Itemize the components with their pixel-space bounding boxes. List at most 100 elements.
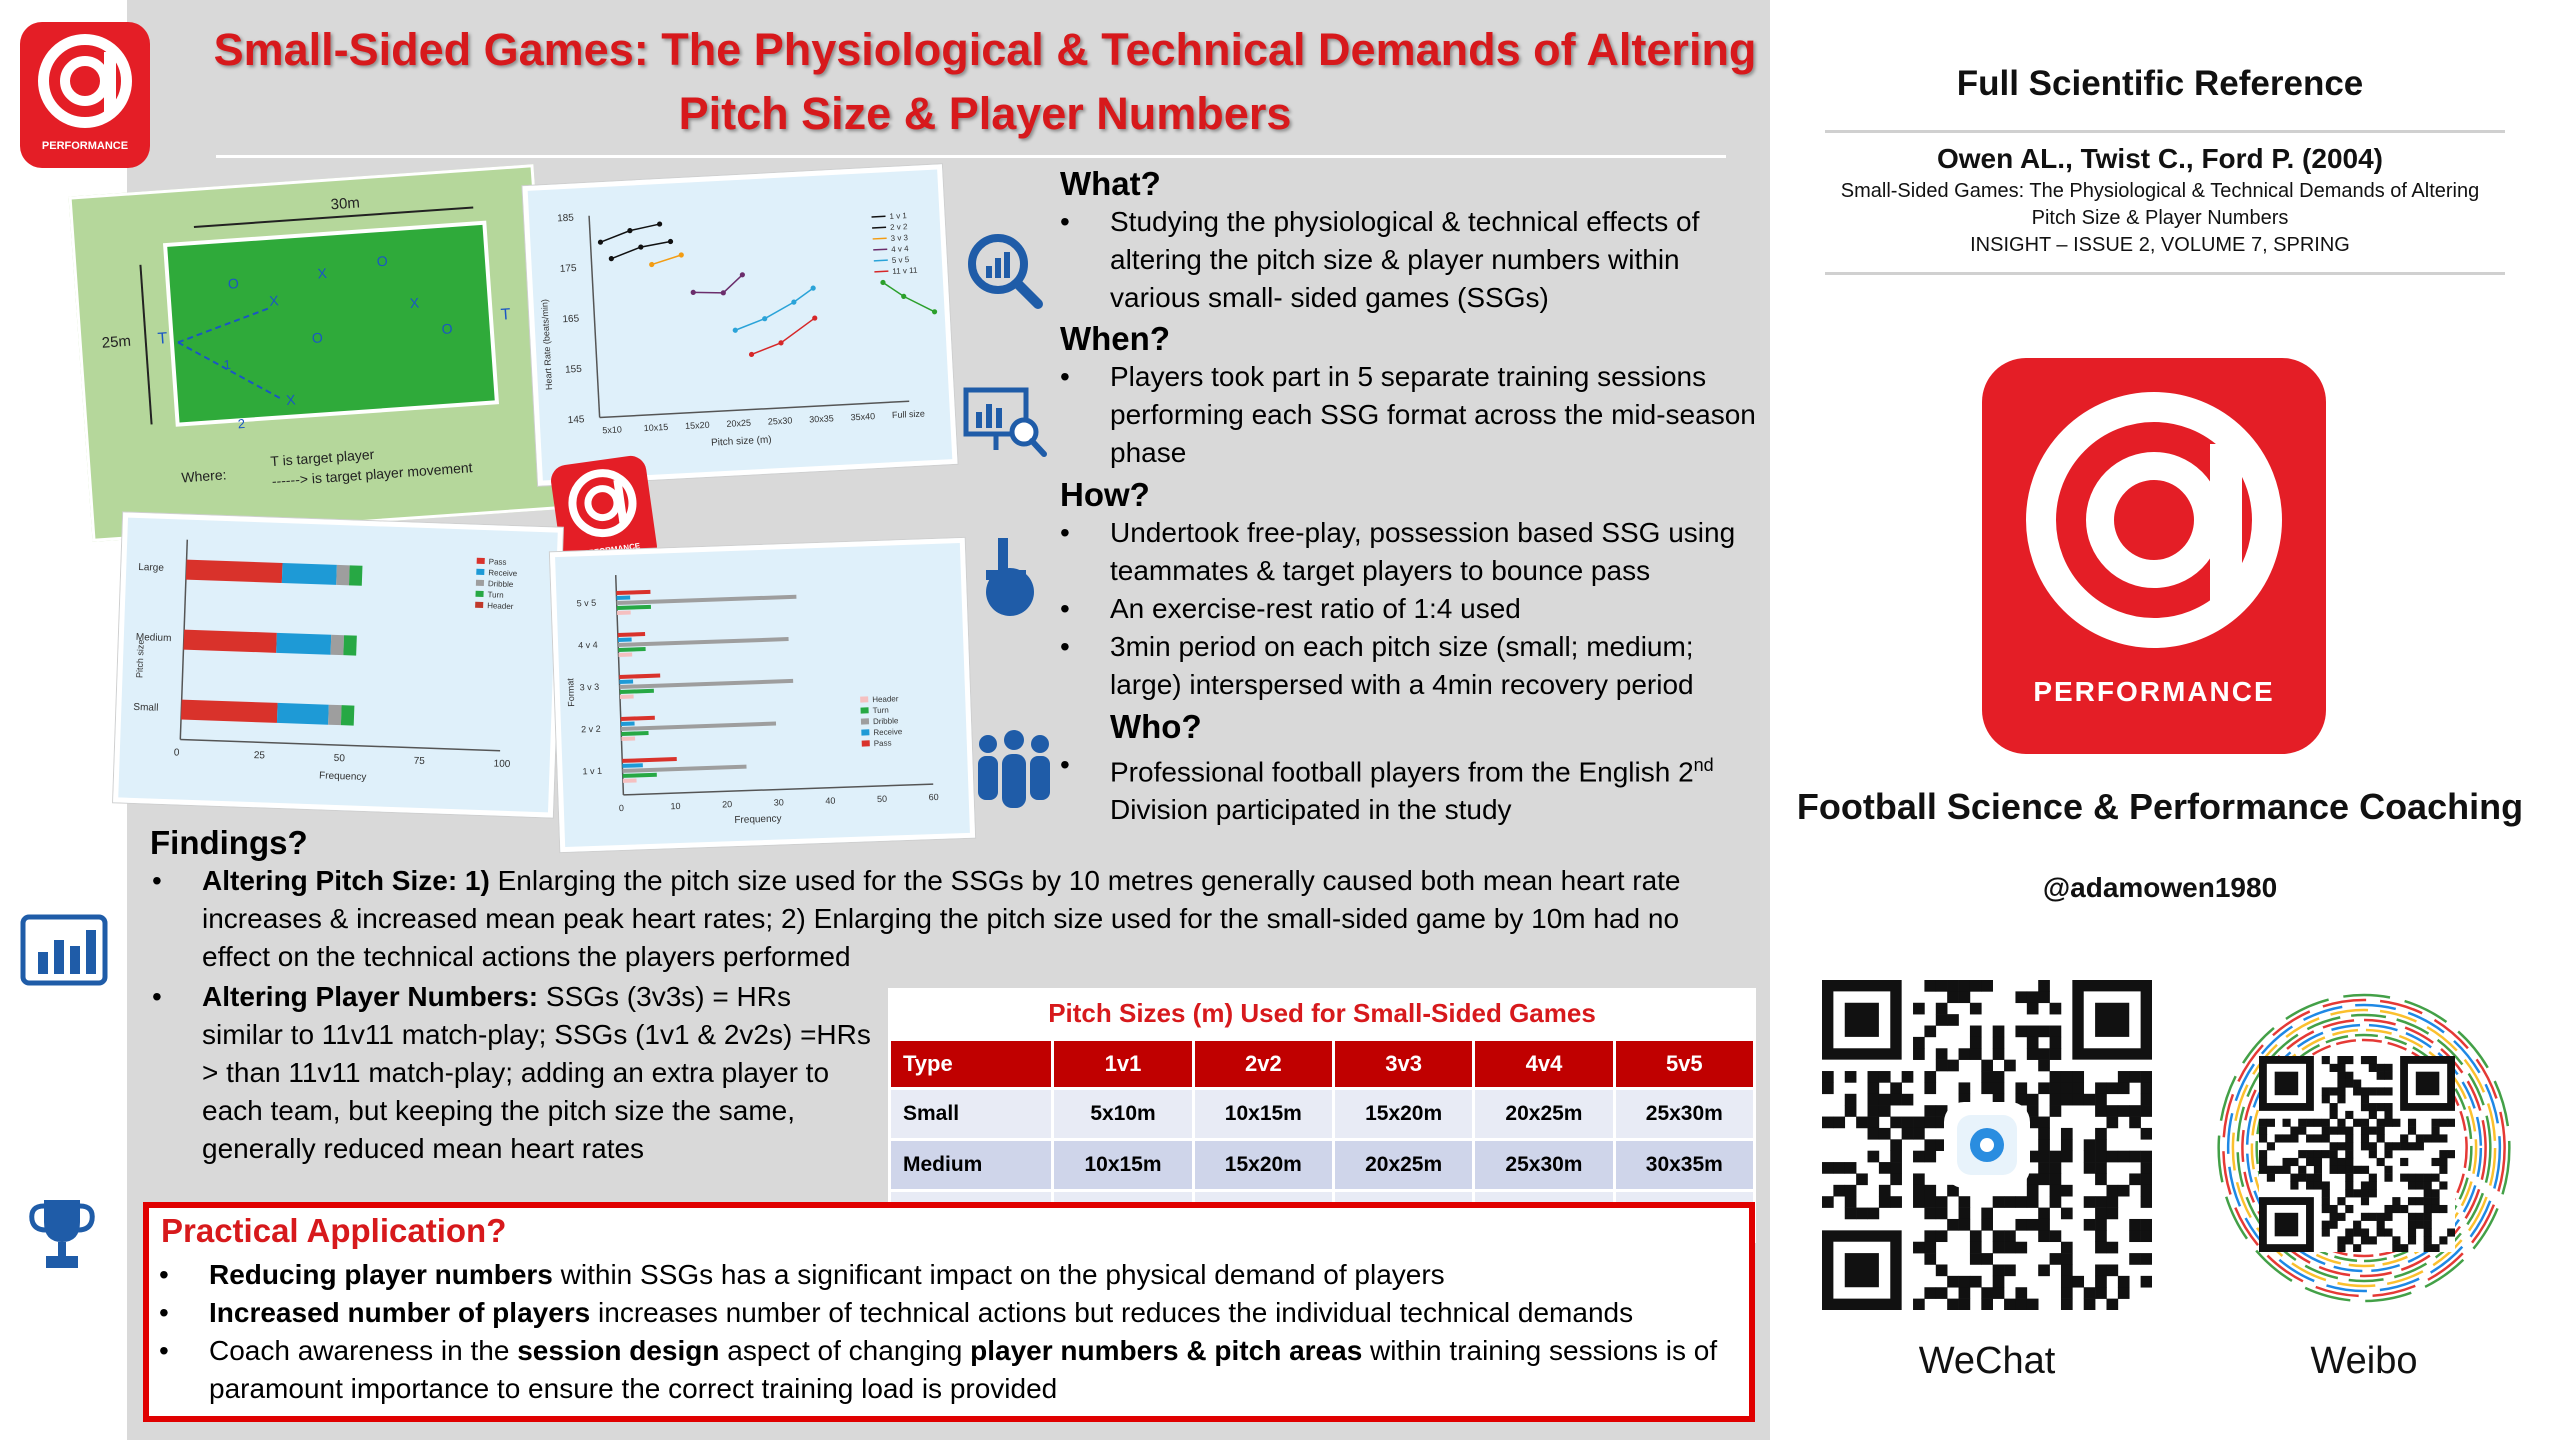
qr-module [2345,1157,2354,1167]
qr-module [2049,1093,2062,1106]
qr-module [2329,1110,2338,1120]
data-point [667,238,674,245]
qr-module [2072,1082,2085,1095]
performance-logo-large: PERFORMANCE [1982,358,2326,754]
qr-module [2337,1157,2346,1167]
series-line [734,287,814,331]
qr-module [1935,1264,1948,1277]
qr-module [2060,1207,2073,1220]
qr-module [2049,1173,2062,1186]
who-item: Professional football players from the E… [1060,746,1760,829]
qr-module [2360,1197,2370,1206]
fingerprint-ring [2236,1013,2492,1283]
qr-module [1878,1071,1891,1083]
qr-module [2360,1087,2370,1096]
qr-module [1992,1082,2005,1095]
qr-module [2345,1126,2354,1135]
qr-module [2431,1134,2440,1143]
qr-module [2095,1173,2107,1186]
axis-text: Receive [873,727,903,737]
qr-module [2140,1184,2152,1197]
qr-module [2015,991,2028,1004]
qr-module [2140,1230,2152,1243]
table-title: Pitch Sizes (m) Used for Small-Sided Gam… [1048,998,1596,1028]
who-section: Who? Professional football players from … [1060,708,1760,829]
qr-module [1822,1162,1834,1174]
qr-module [1924,1071,1937,1083]
qr-module [1913,1241,1925,1254]
axis-text: Format [565,678,576,707]
title-divider [216,155,1726,158]
qr-module [1958,1093,1971,1106]
qr-module [1981,1071,1993,1083]
qr-module [1981,1253,1993,1265]
how-item: 3min period on each pitch size (small; m… [1060,628,1760,704]
brand-tagline: Football Science & Performance Coaching [1796,786,2524,827]
qr-module [1844,1093,1857,1106]
legend-swatch [860,696,869,703]
qr-module [1844,1184,1857,1197]
qr-module [2117,1082,2130,1095]
reference-divider-top [1825,130,2505,133]
qr-module [1924,1105,1937,1117]
qr-module [2038,1048,2050,1060]
qr-module [2439,1236,2448,1245]
qr-module [1856,1173,1868,1186]
qr-module [2368,1173,2377,1182]
axis-text: Pitch size (m) [711,435,772,449]
series-line [882,281,935,313]
qr-module [1878,1093,1891,1106]
qr-module [1890,1116,1902,1129]
qr-module [2306,1134,2315,1143]
qr-module [1913,1298,1925,1310]
axis-text: 155 [565,364,583,376]
qr-module [2321,1087,2330,1096]
qr-module [2106,1150,2119,1163]
qr-module [1901,1127,1914,1140]
axis-text: 100 [493,758,510,770]
qr-module [2140,1093,2152,1106]
bar-segment [276,702,329,725]
when-heading: When? [1060,320,1170,357]
bar-segment [185,559,283,583]
legend-swatch [860,707,869,714]
qr-module [1992,1093,2005,1106]
qr-module [2345,1110,2354,1120]
table-cell: 20x25m [1334,1141,1473,1189]
qr-module [2345,1236,2354,1245]
qr-module [2015,1196,2028,1208]
weibo-qr-code[interactable] [2259,1056,2455,1252]
qr-module [2083,1298,2096,1310]
qr-module [2026,1093,2039,1106]
qr-module [2038,1230,2050,1243]
qr-module [2004,1059,2016,1072]
axis-text: 10x15 [643,422,668,433]
qr-module [1856,1207,1868,1220]
fingerprint-ring [2255,1033,2473,1263]
qr-module [2329,1212,2338,1221]
qr-module [2392,1244,2401,1252]
qr-module [2095,1082,2107,1095]
qr-module [2353,1079,2362,1088]
bar [621,721,777,731]
axis-text: 185 [557,213,575,225]
qr-module [1935,1059,1948,1072]
bar [619,673,661,679]
qr-module [2026,1002,2039,1015]
qr-module [2353,1189,2362,1198]
qr-module [1992,1196,2005,1208]
qr-module [1992,1230,2005,1243]
axis-text: Frequency [319,770,367,783]
qr-module [2360,1228,2370,1237]
qr-module [2439,1157,2448,1167]
qr-module [2360,1181,2370,1190]
qr-module [1890,1139,1902,1151]
qr-module [1981,1287,1993,1299]
qr-finder [2095,1002,2130,1037]
bar [618,637,789,648]
whistle-icon [986,538,1034,616]
axis-text: 0 [619,803,624,813]
svg-text:T is target player: T is target player [270,446,375,469]
qr-module [1992,1025,2005,1038]
qr-module [2384,1071,2393,1080]
